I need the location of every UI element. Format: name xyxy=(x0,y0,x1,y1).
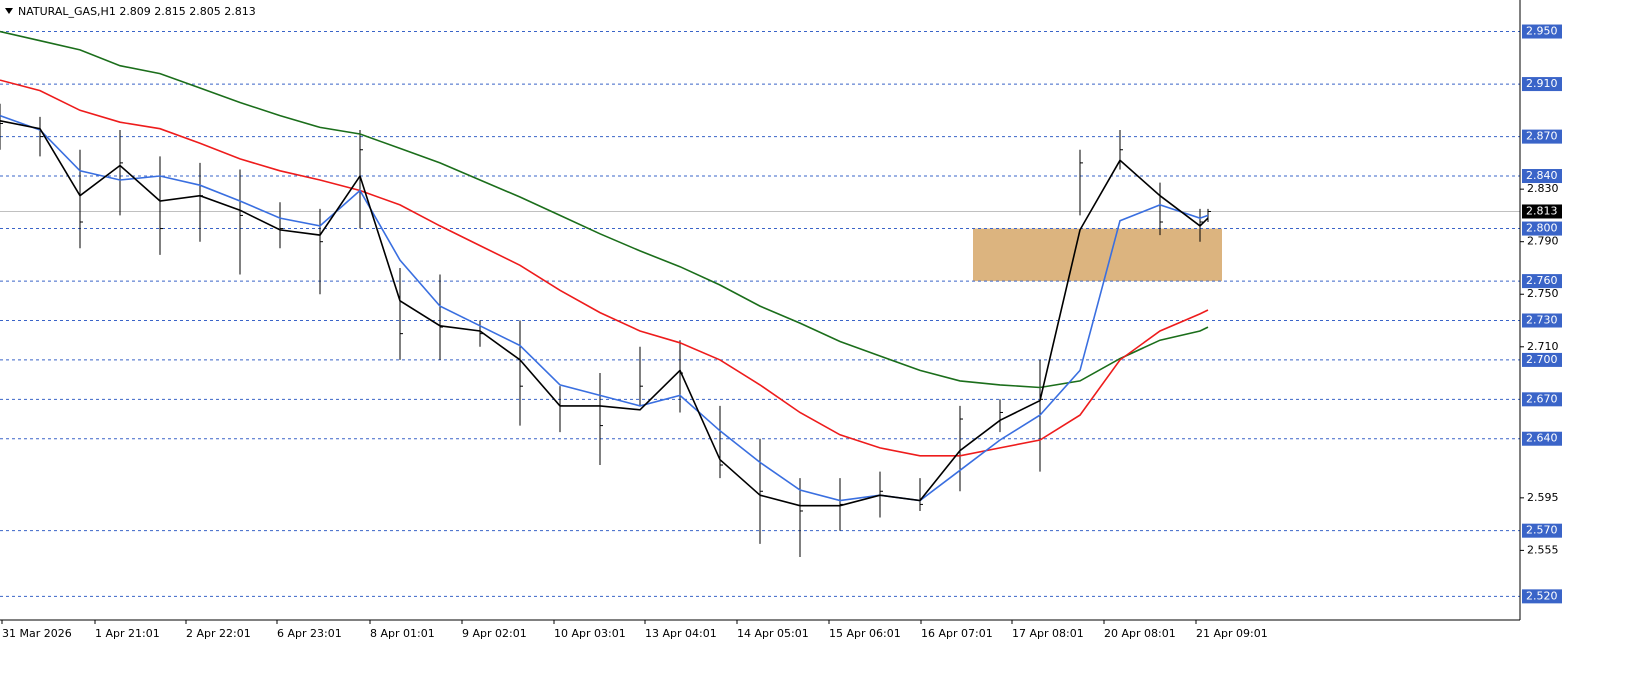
level-label-box xyxy=(1522,523,1562,538)
level-label-box xyxy=(1522,24,1562,39)
level-label: 2.840 xyxy=(1526,169,1558,182)
x-tick-label: 16 Apr 07:01 xyxy=(921,627,993,640)
x-tick-label: 17 Apr 08:01 xyxy=(1012,627,1084,640)
menu-arrow[interactable] xyxy=(5,8,13,14)
ma-line xyxy=(0,30,1209,389)
level-label: 2.700 xyxy=(1526,353,1558,366)
level-label-box xyxy=(1522,274,1562,289)
level-label-box xyxy=(1522,431,1562,446)
level-label: 2.520 xyxy=(1526,589,1558,602)
level-label: 2.950 xyxy=(1526,25,1558,38)
y-tick-label: 2.555 xyxy=(1527,543,1559,556)
x-tick-label: 31 Mar 2026 xyxy=(2,627,72,640)
level-label: 2.730 xyxy=(1526,314,1558,327)
ma-line xyxy=(0,114,1209,502)
x-tick-label: 15 Apr 06:01 xyxy=(829,627,901,640)
level-label-box xyxy=(1522,129,1562,144)
level-label: 2.760 xyxy=(1526,274,1558,287)
x-tick-label: 20 Apr 08:01 xyxy=(1104,627,1176,640)
chart-title: NATURAL_GAS,H1 2.809 2.815 2.805 2.813 xyxy=(18,5,256,18)
x-tick-label: 8 Apr 01:01 xyxy=(370,627,435,640)
ma-line xyxy=(0,120,1209,507)
y-tick-label: 2.750 xyxy=(1527,287,1559,300)
price-label: 2.813 xyxy=(1526,204,1558,217)
level-label-box xyxy=(1522,77,1562,92)
x-tick-label: 6 Apr 23:01 xyxy=(277,627,342,640)
x-tick-label: 9 Apr 02:01 xyxy=(462,627,527,640)
x-tick-label: 21 Apr 09:01 xyxy=(1196,627,1268,640)
level-label-box xyxy=(1522,352,1562,367)
level-label-box xyxy=(1522,221,1562,236)
x-tick-label: 10 Apr 03:01 xyxy=(554,627,626,640)
level-label: 2.640 xyxy=(1526,432,1558,445)
y-tick-label: 2.790 xyxy=(1527,235,1559,248)
y-tick-label: 2.830 xyxy=(1527,182,1559,195)
zone xyxy=(973,228,1222,282)
level-label-box xyxy=(1522,392,1562,407)
level-label-box xyxy=(1522,589,1562,604)
level-label-box xyxy=(1522,169,1562,184)
price-label-box xyxy=(1522,204,1562,219)
level-label-box xyxy=(1522,313,1562,328)
level-label: 2.870 xyxy=(1526,130,1558,143)
level-label: 2.800 xyxy=(1526,222,1558,235)
level-label: 2.670 xyxy=(1526,392,1558,405)
level-label: 2.570 xyxy=(1526,524,1558,537)
x-tick-label: 2 Apr 22:01 xyxy=(186,627,251,640)
ma-line xyxy=(0,79,1209,457)
x-tick-label: 14 Apr 05:01 xyxy=(737,627,809,640)
y-tick-label: 2.595 xyxy=(1527,491,1559,504)
x-tick-label: 1 Apr 21:01 xyxy=(95,627,160,640)
x-tick-label: 13 Apr 04:01 xyxy=(645,627,717,640)
y-tick-label: 2.710 xyxy=(1527,340,1559,353)
level-label: 2.910 xyxy=(1526,77,1558,90)
